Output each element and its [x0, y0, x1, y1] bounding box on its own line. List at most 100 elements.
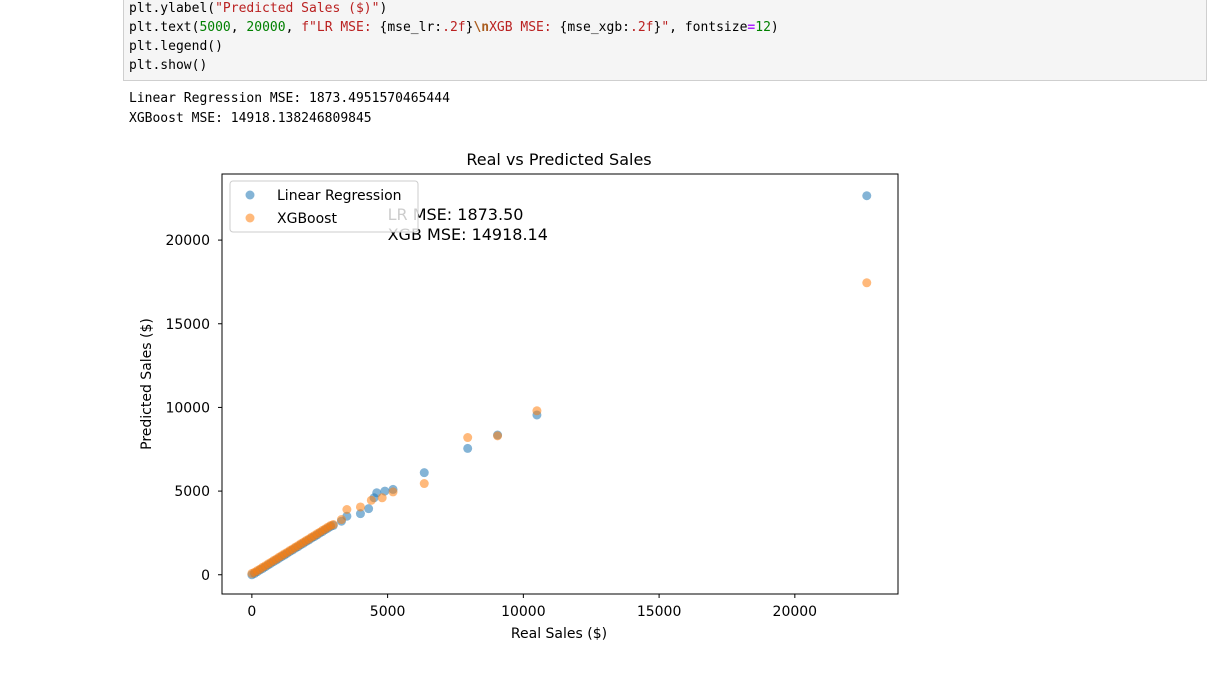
legend-label-xgb: XGBoost — [277, 211, 337, 227]
scatter-point — [342, 504, 352, 514]
scatter-point — [380, 486, 390, 496]
stdout-xgb-mse: XGBoost MSE: 14918.138246809845 — [129, 111, 372, 126]
scatter-point — [266, 557, 276, 567]
legend-marker-xgb — [245, 213, 255, 223]
scatter-point — [290, 542, 300, 552]
scatter-point — [419, 468, 429, 478]
scatter-point — [336, 516, 346, 526]
scatter-point — [328, 520, 338, 530]
scatter-point — [315, 527, 325, 537]
scatter-point — [312, 530, 322, 540]
code-line-text: plt.text(5000, 20000, f"LR MSE: {mse_lr:… — [129, 20, 779, 35]
mse-annotation-xgb: XGB MSE: 14918.14 — [388, 225, 548, 244]
scatter-point — [250, 567, 260, 577]
series-linear-regression — [247, 191, 872, 580]
scatter-point — [532, 410, 542, 420]
mse-annotation-lr: LR MSE: 1873.50 — [388, 205, 524, 224]
scatter-point — [282, 548, 292, 558]
scatter-point — [260, 562, 270, 572]
scatter-point — [366, 495, 376, 505]
scatter-point — [247, 568, 257, 578]
scatter-point — [328, 520, 338, 530]
scatter-point — [252, 566, 262, 576]
scatter-point — [323, 522, 333, 532]
scatter-point — [309, 532, 319, 542]
scatter-point — [252, 567, 262, 577]
code-line-legend: plt.legend() — [129, 39, 223, 54]
scatter-point — [255, 565, 265, 575]
scatter-point — [320, 524, 330, 534]
scatter-point — [307, 532, 317, 542]
code-cell[interactable]: plt.ylabel("Predicted Sales ($)") plt.te… — [123, 0, 1207, 81]
y-tick-label: 5000 — [174, 484, 210, 500]
scatter-point — [388, 484, 398, 494]
ticks-layer: 0 5000 10000 15000 20000 0 5000 10000 15000 20000 — [165, 233, 817, 620]
scatter-point — [279, 549, 289, 559]
scatter-point — [271, 555, 281, 565]
scatter-point — [304, 534, 314, 544]
scatter-point — [282, 547, 292, 557]
scatter-point — [317, 527, 327, 537]
scatter-point — [309, 531, 319, 541]
scatter-point — [493, 431, 503, 441]
plot-frame — [221, 173, 899, 595]
scatter-point — [285, 545, 295, 555]
scatter-point — [277, 551, 287, 561]
scatter-point — [862, 278, 872, 288]
scatter-point — [315, 528, 325, 538]
scatter-point — [532, 406, 542, 416]
scatter-point — [364, 504, 374, 514]
legend-label-lr: Linear Regression — [277, 188, 402, 204]
scatter-point — [290, 543, 300, 553]
scatter-point — [293, 542, 303, 552]
y-tick-label: 10000 — [165, 400, 210, 416]
scatter-point — [247, 570, 257, 580]
scatter-point — [493, 430, 503, 440]
x-tick-label: 20000 — [773, 604, 818, 620]
scatter-point — [355, 502, 365, 512]
scatter-point — [304, 535, 314, 545]
series-xgboost — [247, 278, 872, 578]
x-tick-label: 5000 — [370, 604, 406, 620]
scatter-point — [274, 552, 284, 562]
x-tick-label: 15000 — [637, 604, 682, 620]
scatter-point — [317, 525, 327, 535]
points-layer — [247, 191, 872, 580]
legend-box — [229, 180, 419, 233]
scatter-point — [336, 515, 346, 525]
scatter-point — [274, 553, 284, 563]
scatter-point — [342, 511, 352, 521]
scatter-point — [279, 550, 289, 560]
scatter-point — [372, 488, 382, 498]
legend-marker-lr — [245, 190, 255, 200]
scatter-point — [369, 493, 379, 503]
scatter-point — [255, 564, 265, 574]
y-tick-label: 15000 — [165, 317, 210, 333]
scatter-point — [355, 509, 365, 519]
scatter-point — [301, 535, 311, 545]
y-axis-label: Predicted Sales ($) — [139, 318, 155, 450]
y-tick-label: 0 — [201, 568, 210, 584]
scatter-point — [260, 561, 270, 571]
scatter-point — [301, 536, 311, 546]
scatter-point — [285, 546, 295, 556]
legend: Linear Regression XGBoost — [229, 180, 419, 233]
code-line-ylabel: plt.ylabel("Predicted Sales ($)") — [129, 1, 388, 16]
scatter-point — [266, 558, 276, 568]
scatter-point — [307, 533, 317, 543]
scatter-point — [326, 521, 336, 531]
x-tick-label: 10000 — [501, 604, 546, 620]
scatter-point — [250, 568, 260, 578]
scatter-point — [419, 479, 429, 489]
scatter-point — [296, 540, 306, 550]
chart-title: Real vs Predicted Sales — [466, 150, 651, 169]
scatter-point — [288, 545, 298, 555]
scatter-point — [463, 433, 473, 443]
scatter-point — [263, 559, 273, 569]
scatter-point — [258, 562, 268, 572]
scatter-point — [269, 557, 279, 567]
scatter-point — [463, 443, 473, 453]
scatter-point — [326, 521, 336, 531]
scatter-point — [862, 191, 872, 201]
scatter-point — [312, 529, 322, 539]
